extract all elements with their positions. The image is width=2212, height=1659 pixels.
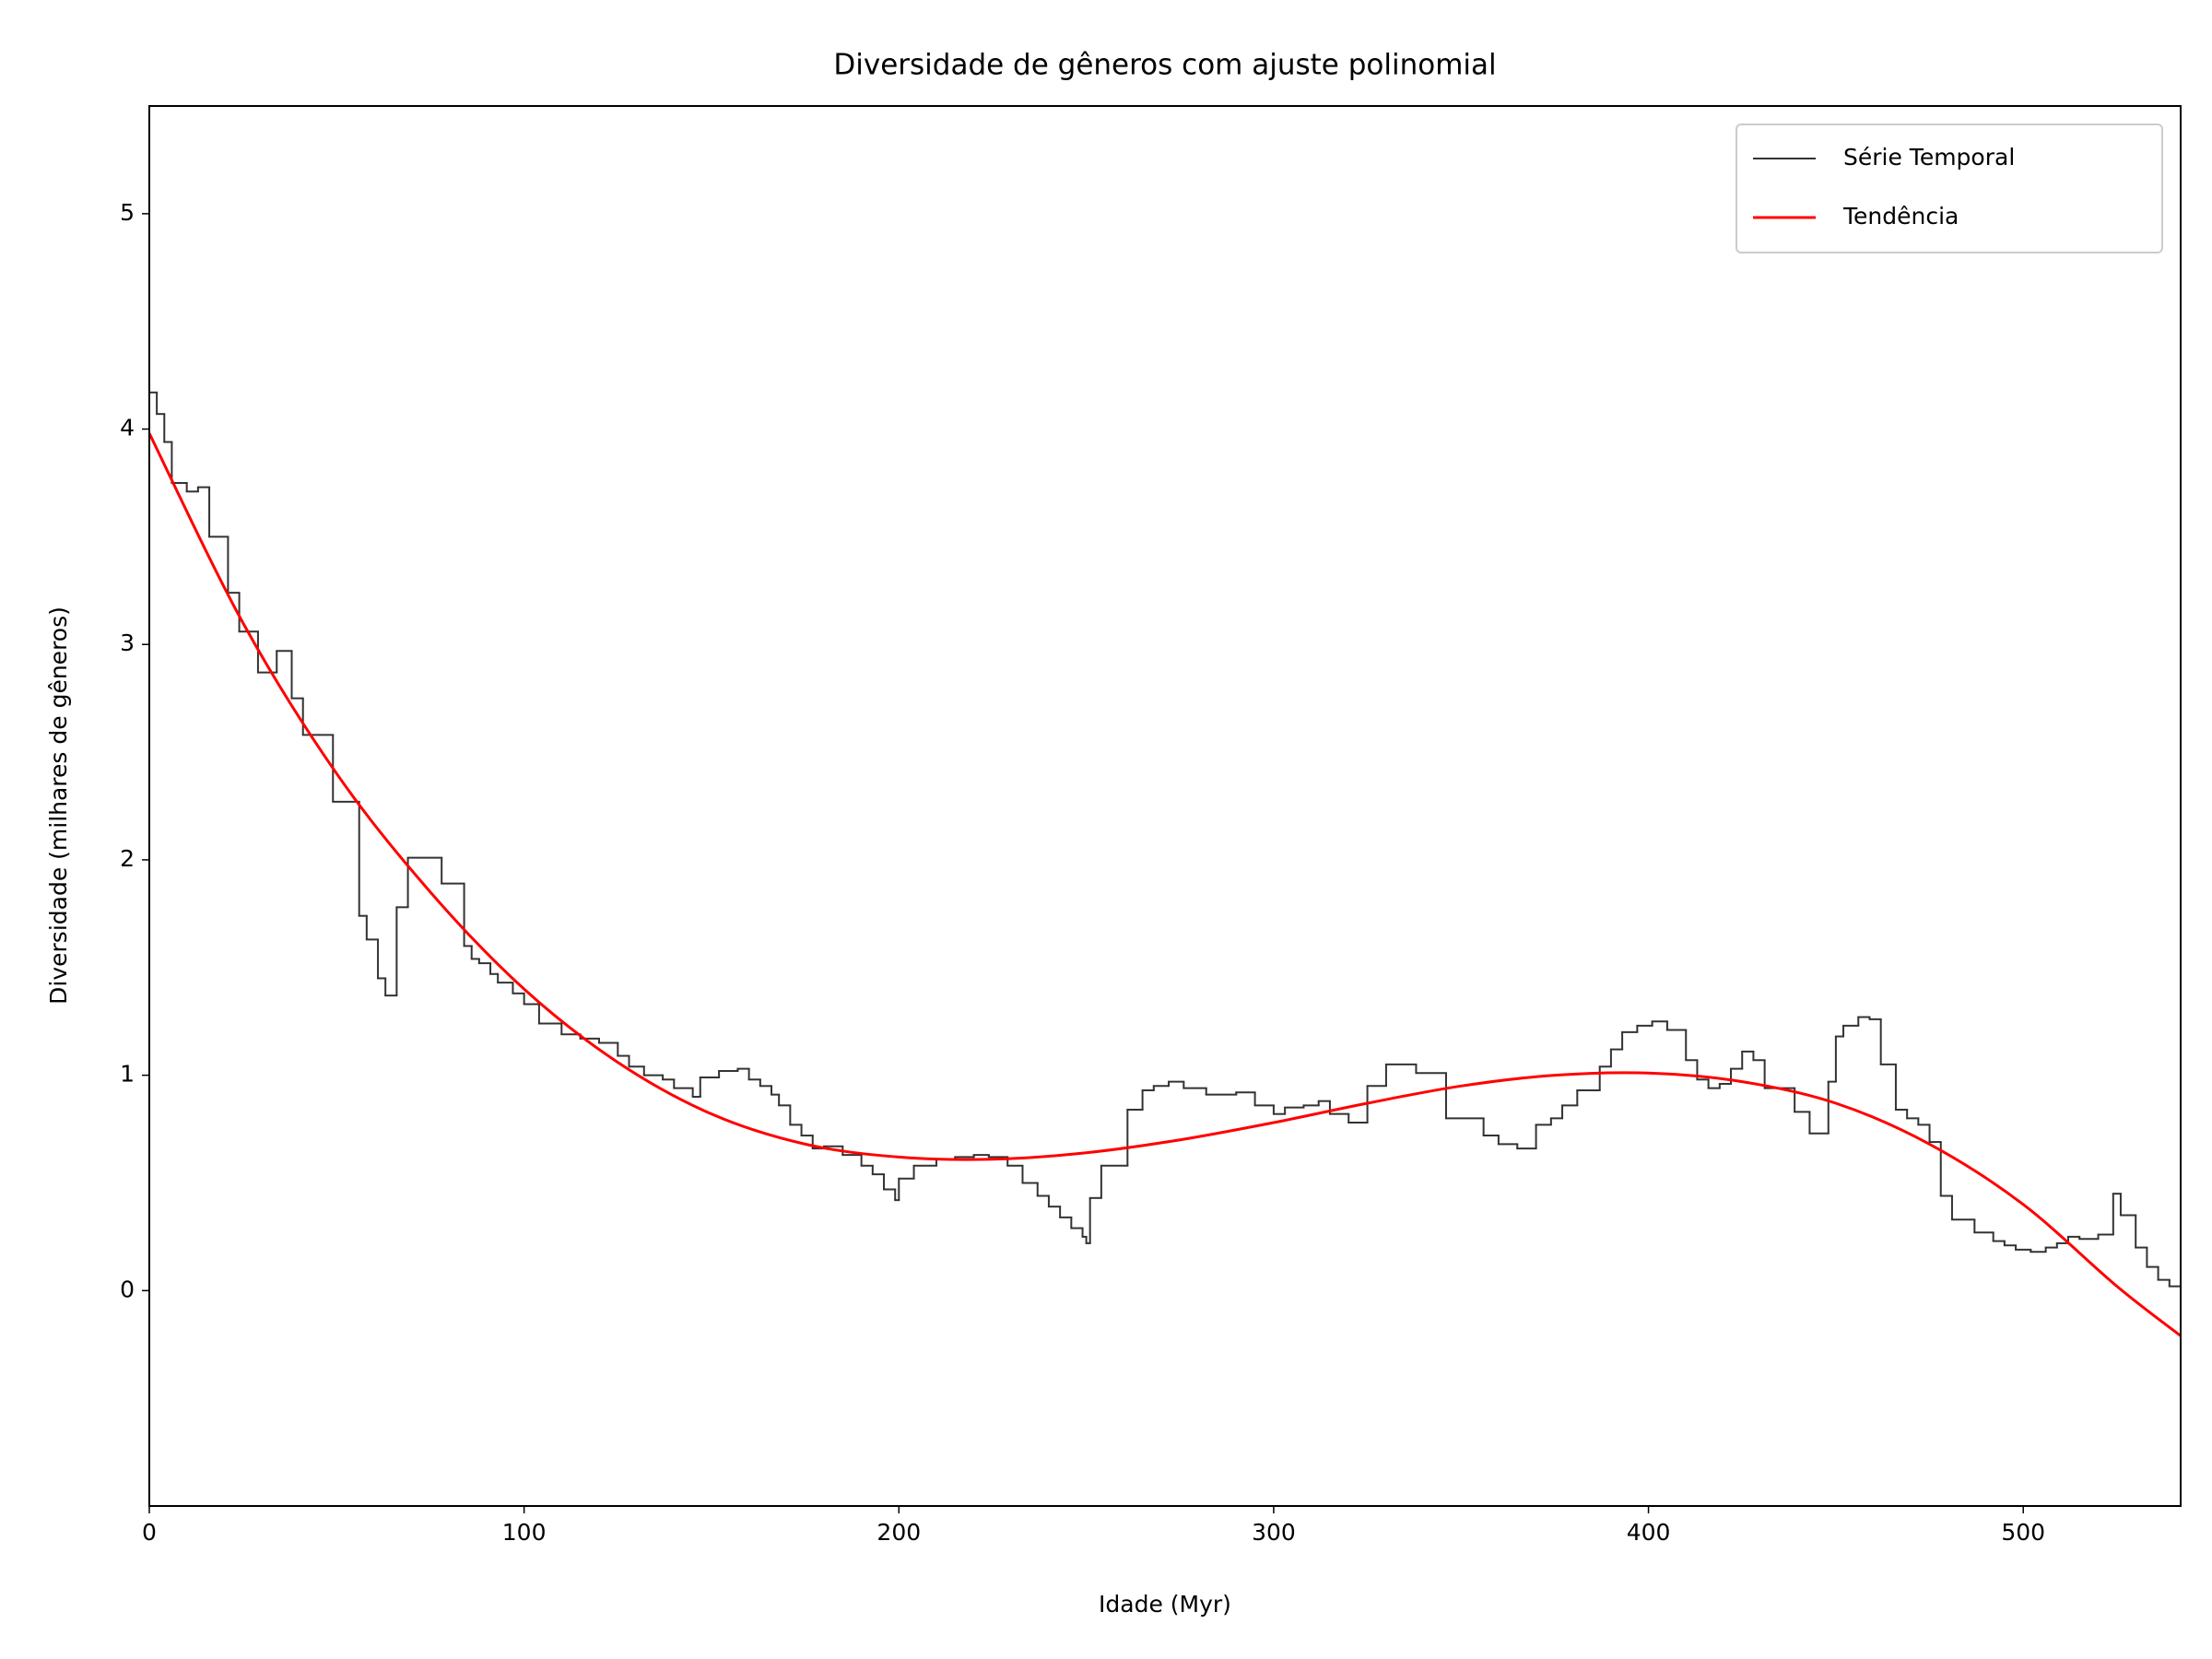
chart-title: Diversidade de gêneros com ajuste polino… xyxy=(833,49,1496,82)
legend-label: Tendência xyxy=(1842,203,1959,229)
y-tick-label: 0 xyxy=(120,1276,135,1302)
trend-line xyxy=(149,432,2181,1337)
y-tick-label: 4 xyxy=(120,415,135,441)
x-tick-label: 200 xyxy=(877,1519,921,1546)
plot-frame xyxy=(148,105,2182,1507)
step-riser xyxy=(156,392,2171,1287)
legend-box xyxy=(1735,124,2163,253)
y-axis-label: Diversidade (milhares de gêneros) xyxy=(45,606,72,1005)
x-tick-label: 400 xyxy=(1627,1519,1671,1546)
x-tick-label: 100 xyxy=(502,1519,547,1546)
x-axis-label: Idade (Myr) xyxy=(1099,1591,1231,1618)
y-tick-label: 1 xyxy=(120,1061,135,1088)
legend-label: Série Temporal xyxy=(1843,144,2015,171)
series-layer xyxy=(149,391,2181,1337)
y-tick-label: 2 xyxy=(120,845,135,872)
y-tick-label: 3 xyxy=(120,629,135,656)
x-tick-label: 0 xyxy=(142,1519,157,1546)
y-tick-label: 5 xyxy=(120,199,135,226)
x-tick-label: 300 xyxy=(1252,1519,1296,1546)
x-tick-label: 500 xyxy=(2001,1519,2045,1546)
